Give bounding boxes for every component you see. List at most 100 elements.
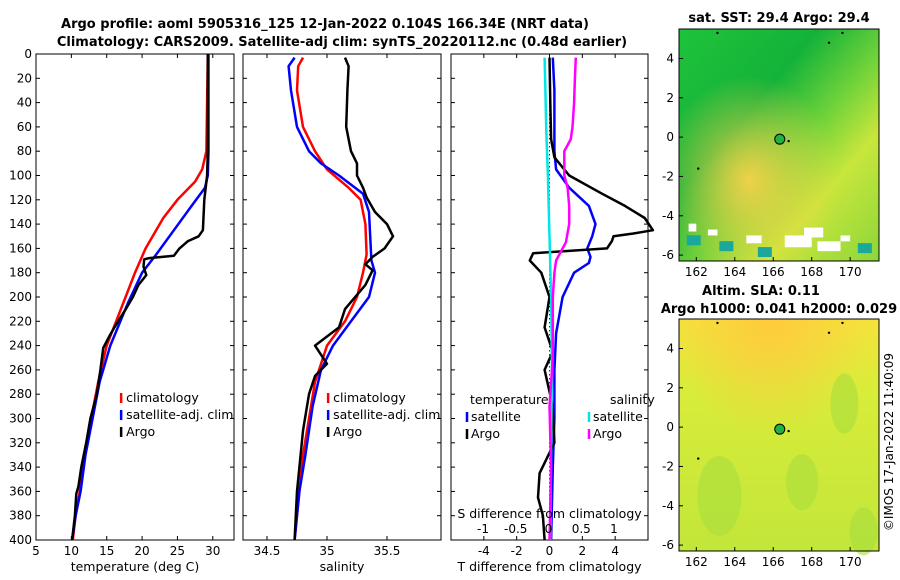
depth-tick-label: 320 bbox=[9, 436, 32, 450]
temperature-xtick-label: 15 bbox=[99, 544, 114, 558]
temperature-xtick-label: 30 bbox=[205, 544, 220, 558]
sst_map-xtick-label: 170 bbox=[839, 265, 862, 279]
title-sla-map: Altim. SLA: 0.11 bbox=[702, 284, 820, 299]
island-dot bbox=[841, 321, 844, 325]
sla_map-xtick-label: 166 bbox=[762, 555, 785, 569]
title-sst-map: sat. SST: 29.4 Argo: 29.4 bbox=[688, 11, 869, 26]
argo-float-marker bbox=[774, 133, 786, 145]
salinity-difference-xtick-label: 0 bbox=[545, 522, 553, 536]
sst_map-frame bbox=[678, 28, 880, 262]
temperature-xtick-label: 25 bbox=[170, 544, 185, 558]
depth-tick-label: 260 bbox=[9, 363, 32, 377]
depth-tick-label: 80 bbox=[17, 144, 32, 158]
temperature-series-argo bbox=[70, 54, 210, 541]
sla-low-region bbox=[830, 373, 859, 434]
island-dot bbox=[827, 41, 831, 44]
temperature-legend-label: satellite-adj. clim bbox=[126, 407, 233, 422]
sst-missing-data-patch bbox=[707, 229, 718, 236]
legend-salinity-label: Argo bbox=[593, 426, 622, 441]
sst-missing-data-patch bbox=[840, 235, 851, 242]
sla-low-region bbox=[849, 507, 878, 556]
island-dot bbox=[827, 331, 831, 334]
island-dot bbox=[716, 31, 719, 35]
credit-text: ©IMOS 17-Jan-2022 11:40:09 bbox=[882, 353, 896, 531]
depth-tick-label: 360 bbox=[9, 484, 32, 498]
differences-xlabel: T difference from climatology bbox=[456, 559, 642, 574]
sst_map-ytick-label: -2 bbox=[662, 169, 674, 183]
sla_map-frame bbox=[678, 318, 880, 552]
sla_map-xtick-label: 168 bbox=[800, 555, 823, 569]
salinity-series-argo bbox=[293, 57, 395, 541]
difference-panel: -4 -2 0 2 4T difference from climatology temp… bbox=[450, 53, 655, 574]
sst_map-ytick-label: 2 bbox=[666, 91, 674, 105]
sst_map-xtick-label: 168 bbox=[800, 265, 823, 279]
differences-series-s-argo bbox=[548, 57, 578, 541]
salinity-difference-xtick-label: -1 bbox=[477, 522, 489, 536]
depth-tick-label: 220 bbox=[9, 314, 32, 328]
salinity-xtick-label: 35.5 bbox=[374, 544, 401, 558]
salinity-difference-xlabel: S difference from climatology bbox=[457, 506, 642, 521]
sla_map-xtick-label: 162 bbox=[685, 555, 708, 569]
legend-temperature-label: satellite bbox=[471, 409, 521, 424]
differences-xtick-label: -2 bbox=[511, 544, 523, 558]
sst_map-xtick-label: 164 bbox=[723, 265, 746, 279]
island-dot bbox=[787, 139, 790, 143]
sst-missing-data-patch bbox=[784, 235, 812, 248]
sla_map-xtick-label: 170 bbox=[839, 555, 862, 569]
figure-title-line2: Climatology: CARS2009. Satellite-adj cli… bbox=[57, 35, 627, 50]
sla_map-ytick-label: 2 bbox=[666, 381, 674, 395]
sst-missing-data-patch bbox=[746, 235, 762, 244]
depth-tick-label: 400 bbox=[9, 533, 32, 547]
salinity-difference-xtick-label: 1 bbox=[610, 522, 618, 536]
depth-tick-label: 120 bbox=[9, 193, 32, 207]
sst-teal-patch bbox=[686, 235, 701, 246]
argo-float-marker bbox=[774, 423, 786, 435]
temperature-xtick-label: 5 bbox=[32, 544, 40, 558]
sla_map-ytick-label: 4 bbox=[666, 341, 674, 355]
depth-tick-label: 100 bbox=[9, 169, 32, 183]
differences-xtick-label: -4 bbox=[478, 544, 490, 558]
sst-missing-data-patch bbox=[804, 227, 824, 238]
sst_map-xtick-label: 166 bbox=[762, 265, 785, 279]
salinity-plot-area bbox=[242, 53, 442, 541]
depth-tick-label: 40 bbox=[17, 96, 32, 110]
salinity-difference-xtick-label: -0.5 bbox=[504, 522, 527, 536]
sst-missing-data-patch bbox=[817, 241, 841, 252]
salinity-xtick-label: 34.5 bbox=[254, 544, 281, 558]
salinity-legend-label: satellite-adj. clim bbox=[333, 407, 440, 422]
subtitle-sla-map: Argo h1000: 0.041 h2000: 0.029 bbox=[661, 302, 897, 317]
depth-tick-label: 280 bbox=[9, 387, 32, 401]
temperature-legend-label: climatology bbox=[126, 390, 199, 405]
salinity-xtick-label: 35 bbox=[319, 544, 334, 558]
temperature-panel: 5 10 15 20 25 3002040608010012014016018020022… bbox=[9, 47, 235, 574]
sst-missing-data-patch bbox=[688, 223, 697, 232]
sst_map-ytick-label: 4 bbox=[666, 51, 674, 65]
island-dot bbox=[716, 321, 719, 325]
depth-tick-label: 140 bbox=[9, 217, 32, 231]
sla_map-ytick-label: -2 bbox=[662, 459, 674, 473]
legend-temperature-label: Argo bbox=[471, 426, 500, 441]
differences-xtick-label: 4 bbox=[611, 544, 619, 558]
sst-teal-patch bbox=[757, 247, 772, 258]
depth-tick-label: 20 bbox=[17, 71, 32, 85]
island-dot bbox=[697, 457, 700, 460]
legend-salinity-label: satellite bbox=[593, 409, 643, 424]
temperature-legend-label: Argo bbox=[126, 424, 155, 439]
sla-low-region bbox=[786, 454, 819, 511]
sla_map-ytick-label: -4 bbox=[662, 499, 674, 513]
island-dot bbox=[841, 31, 844, 35]
salinity-xlabel: salinity bbox=[320, 559, 365, 574]
depth-tick-label: 340 bbox=[9, 460, 32, 474]
depth-tick-label: 180 bbox=[9, 266, 32, 280]
sla-map-panel: 162 164 166 168 170 -6 -4 -2 0 2 4 bbox=[662, 318, 880, 569]
salinity-panel: 34.5 35 35.5 salinity climatology satellite-a… bbox=[242, 53, 442, 574]
depth-tick-label: 200 bbox=[9, 290, 32, 304]
salinity-series-satellite-adj-clim bbox=[287, 56, 377, 541]
differences-series-s-satellite bbox=[543, 57, 554, 541]
sst_map-ytick-label: -6 bbox=[662, 248, 674, 262]
temperature-xtick-label: 10 bbox=[64, 544, 79, 558]
salinity-legend-label: Argo bbox=[333, 424, 362, 439]
differences-xtick-label: 0 bbox=[546, 544, 554, 558]
differences-xtick-label: 2 bbox=[579, 544, 587, 558]
